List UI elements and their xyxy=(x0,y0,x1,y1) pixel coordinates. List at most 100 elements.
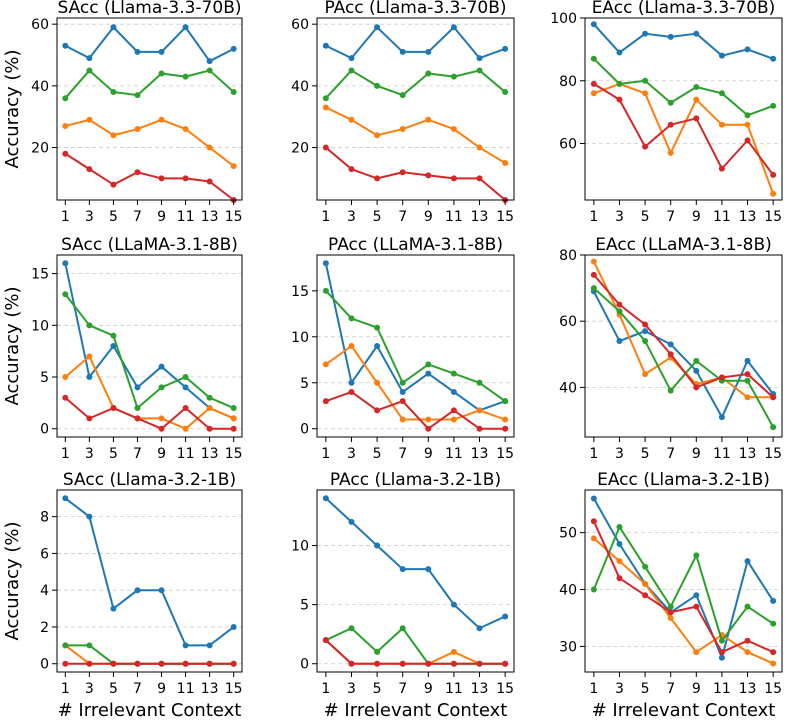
data-point xyxy=(425,425,432,432)
y-tick-label: 0 xyxy=(40,657,49,673)
series-line-red xyxy=(593,274,774,399)
data-point xyxy=(110,605,117,612)
data-point xyxy=(134,405,141,412)
series-red xyxy=(62,150,237,203)
data-point xyxy=(399,379,406,386)
data-point xyxy=(590,258,597,265)
data-point xyxy=(667,351,674,358)
data-point xyxy=(86,55,93,62)
axes-frame xyxy=(316,17,515,201)
series-line-blue xyxy=(64,263,235,420)
x-tick-label: 9 xyxy=(424,681,433,697)
data-point xyxy=(770,394,777,401)
data-point xyxy=(450,370,457,377)
x-tick-label: 9 xyxy=(424,209,433,225)
x-axis-label: # Irrelevant Context xyxy=(592,700,776,720)
x-tick-label: 13 xyxy=(739,209,757,225)
x-tick-label: 9 xyxy=(157,209,166,225)
data-point xyxy=(399,566,406,573)
data-point xyxy=(348,518,355,525)
data-point xyxy=(322,260,329,267)
x-tick-label: 9 xyxy=(424,446,433,462)
data-point xyxy=(590,271,597,278)
x-tick-label: 7 xyxy=(398,446,407,462)
data-point xyxy=(86,513,93,520)
data-point xyxy=(230,405,237,412)
series-line-green xyxy=(325,290,506,402)
data-point xyxy=(62,394,69,401)
series-line-blue xyxy=(324,263,506,412)
y-tick-label: 5 xyxy=(40,370,49,386)
data-point xyxy=(158,587,165,594)
series-green xyxy=(62,67,237,102)
data-point xyxy=(206,178,213,185)
data-point xyxy=(744,371,751,378)
data-point xyxy=(374,542,381,549)
data-point xyxy=(399,169,406,176)
data-point xyxy=(502,398,509,405)
data-point xyxy=(502,159,509,166)
subplot-title: EAcc (LLaMA-3.1-8B) xyxy=(595,235,772,255)
series-line-blue xyxy=(325,26,506,60)
data-point xyxy=(86,374,93,381)
subplot-title: EAcc (Llama-3.2-1B) xyxy=(597,470,770,490)
data-point xyxy=(86,353,93,360)
x-tick-label: 9 xyxy=(692,681,701,697)
x-tick-label: 3 xyxy=(85,209,94,225)
x-tick-label: 1 xyxy=(321,446,330,462)
y-tick-label: 6 xyxy=(40,546,49,562)
series-orange xyxy=(62,116,237,170)
x-tick-label: 15 xyxy=(225,209,243,225)
y-tick-label: 80 xyxy=(559,74,577,90)
x-tick-label: 11 xyxy=(445,446,463,462)
x-tick-label: 11 xyxy=(713,446,731,462)
data-point xyxy=(134,92,141,99)
data-point xyxy=(642,90,649,97)
data-point xyxy=(450,648,457,655)
x-tick-label: 7 xyxy=(666,209,675,225)
data-point xyxy=(718,649,725,656)
x-tick-label: 9 xyxy=(692,209,701,225)
data-point xyxy=(502,425,509,432)
x-tick-label: 5 xyxy=(641,209,650,225)
x-tick-label: 15 xyxy=(496,681,514,697)
y-tick-label: 50 xyxy=(559,526,577,542)
data-point xyxy=(206,642,213,649)
data-point xyxy=(642,30,649,37)
data-point xyxy=(642,77,649,84)
data-point xyxy=(667,121,674,128)
series-line-orange xyxy=(325,345,506,421)
series-line-orange xyxy=(65,118,235,167)
data-point xyxy=(476,660,483,667)
x-tick-label: 3 xyxy=(85,446,94,462)
data-point xyxy=(62,42,69,49)
x-tick-label: 1 xyxy=(61,681,70,697)
data-point xyxy=(399,398,406,405)
x-tick-label: 3 xyxy=(615,681,624,697)
data-point xyxy=(476,407,483,414)
y-axis-label: Accuracy (%) xyxy=(2,49,23,168)
data-point xyxy=(476,144,483,151)
x-tick-label: 9 xyxy=(157,446,166,462)
x-tick-label: 13 xyxy=(739,446,757,462)
data-point xyxy=(86,415,93,422)
series-line-green xyxy=(593,58,774,117)
data-point xyxy=(642,592,649,599)
data-point xyxy=(667,149,674,156)
data-point xyxy=(616,49,623,56)
data-point xyxy=(86,166,93,173)
data-point xyxy=(744,558,751,565)
data-point xyxy=(744,637,751,644)
data-point xyxy=(502,416,509,423)
data-point xyxy=(62,495,69,502)
data-point xyxy=(134,169,141,176)
x-tick-label: 1 xyxy=(321,681,330,697)
data-point xyxy=(134,48,141,55)
data-point xyxy=(322,637,329,644)
data-point xyxy=(110,332,117,339)
data-point xyxy=(667,609,674,616)
data-point xyxy=(667,603,674,610)
data-point xyxy=(158,660,165,667)
x-tick-label: 5 xyxy=(373,209,382,225)
